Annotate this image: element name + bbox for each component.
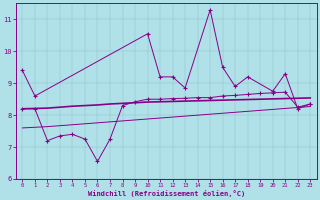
X-axis label: Windchill (Refroidissement éolien,°C): Windchill (Refroidissement éolien,°C) <box>88 190 245 197</box>
